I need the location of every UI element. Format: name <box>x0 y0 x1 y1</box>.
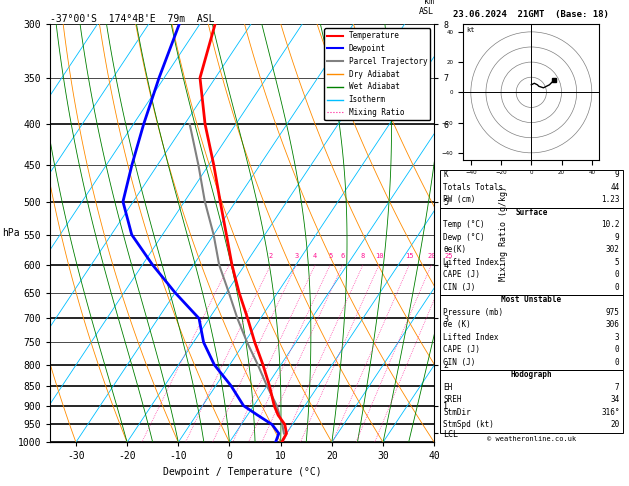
Text: 3: 3 <box>615 332 620 342</box>
Text: 5: 5 <box>615 258 620 267</box>
Text: Lifted Index: Lifted Index <box>443 258 499 267</box>
Text: Mixing Ratio (g/kg): Mixing Ratio (g/kg) <box>499 186 508 281</box>
Text: Most Unstable: Most Unstable <box>501 295 561 304</box>
Text: km
ASL: km ASL <box>420 0 434 16</box>
Text: 302: 302 <box>606 245 620 254</box>
Text: 5: 5 <box>328 253 332 259</box>
Text: © weatheronline.co.uk: © weatheronline.co.uk <box>487 436 576 442</box>
Text: 44: 44 <box>610 183 620 191</box>
Text: Lifted Index: Lifted Index <box>443 332 499 342</box>
Text: 316°: 316° <box>601 408 620 417</box>
Text: 9: 9 <box>615 170 620 179</box>
Text: Temp (°C): Temp (°C) <box>443 220 485 229</box>
Text: 7: 7 <box>615 382 620 392</box>
Text: 15: 15 <box>405 253 413 259</box>
Text: StmDir: StmDir <box>443 408 470 417</box>
Text: 0: 0 <box>615 345 620 354</box>
Text: 20: 20 <box>610 420 620 429</box>
Text: Hodograph: Hodograph <box>511 370 552 379</box>
X-axis label: Dewpoint / Temperature (°C): Dewpoint / Temperature (°C) <box>163 467 321 477</box>
Text: 10.2: 10.2 <box>601 220 620 229</box>
Text: 8: 8 <box>361 253 365 259</box>
Text: 1: 1 <box>227 253 231 259</box>
Text: CAPE (J): CAPE (J) <box>443 345 480 354</box>
Text: K: K <box>443 170 448 179</box>
Text: Totals Totals: Totals Totals <box>443 183 503 191</box>
Text: CAPE (J): CAPE (J) <box>443 270 480 279</box>
Text: StmSpd (kt): StmSpd (kt) <box>443 420 494 429</box>
Text: Surface: Surface <box>515 208 547 217</box>
Text: 0: 0 <box>615 270 620 279</box>
Text: 20: 20 <box>427 253 435 259</box>
Text: 23.06.2024  21GMT  (Base: 18): 23.06.2024 21GMT (Base: 18) <box>454 10 610 19</box>
Text: CIN (J): CIN (J) <box>443 282 476 292</box>
Text: 4: 4 <box>313 253 317 259</box>
Text: CIN (J): CIN (J) <box>443 358 476 366</box>
Text: 306: 306 <box>606 320 620 329</box>
Text: 25: 25 <box>445 253 453 259</box>
Text: 34: 34 <box>610 395 620 404</box>
Text: 3: 3 <box>294 253 298 259</box>
Text: 10: 10 <box>375 253 383 259</box>
Text: θe (K): θe (K) <box>443 320 470 329</box>
Text: SREH: SREH <box>443 395 462 404</box>
Legend: Temperature, Dewpoint, Parcel Trajectory, Dry Adiabat, Wet Adiabat, Isotherm, Mi: Temperature, Dewpoint, Parcel Trajectory… <box>325 28 430 120</box>
Text: 9: 9 <box>615 233 620 242</box>
Text: Pressure (mb): Pressure (mb) <box>443 308 503 316</box>
Text: 0: 0 <box>615 282 620 292</box>
Text: Dewp (°C): Dewp (°C) <box>443 233 485 242</box>
Text: θe(K): θe(K) <box>443 245 466 254</box>
Text: 975: 975 <box>606 308 620 316</box>
Text: 0: 0 <box>615 358 620 366</box>
Text: hPa: hPa <box>2 228 19 238</box>
Text: 2: 2 <box>269 253 273 259</box>
Text: -37°00'S  174°4B'E  79m  ASL: -37°00'S 174°4B'E 79m ASL <box>50 14 215 23</box>
Text: PW (cm): PW (cm) <box>443 195 476 204</box>
Text: 6: 6 <box>340 253 345 259</box>
Text: EH: EH <box>443 382 452 392</box>
Text: kt: kt <box>466 27 475 34</box>
Text: 1.23: 1.23 <box>601 195 620 204</box>
